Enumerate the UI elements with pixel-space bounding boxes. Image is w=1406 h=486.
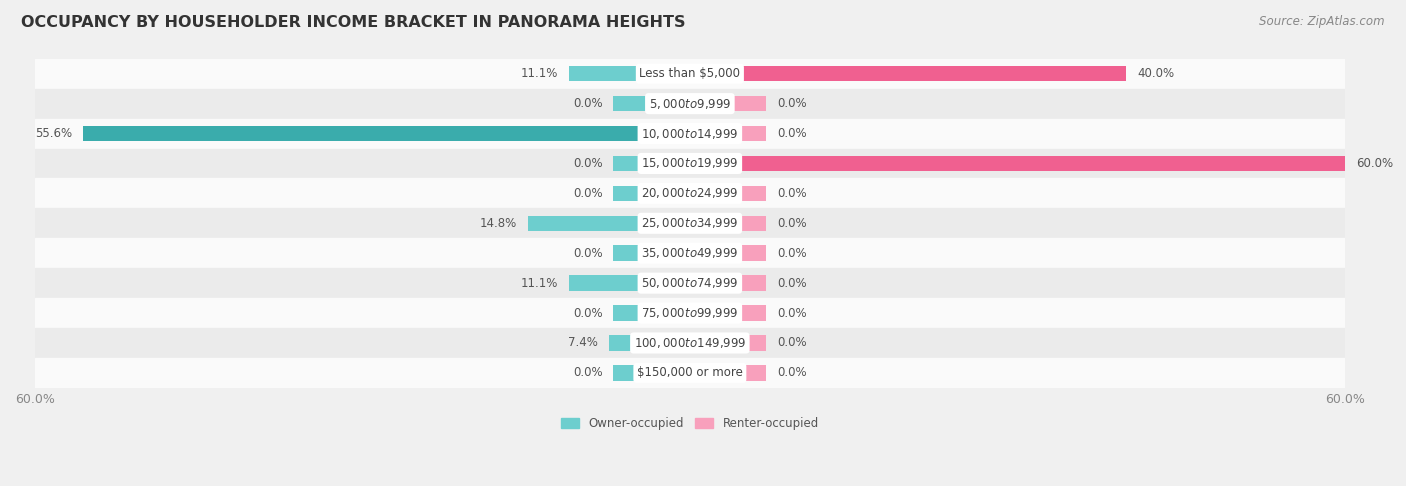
Bar: [35, 88, 1344, 119]
Text: OCCUPANCY BY HOUSEHOLDER INCOME BRACKET IN PANORAMA HEIGHTS: OCCUPANCY BY HOUSEHOLDER INCOME BRACKET …: [21, 15, 686, 30]
Text: 7.4%: 7.4%: [568, 336, 598, 349]
Bar: [690, 126, 766, 141]
Text: 40.0%: 40.0%: [1137, 67, 1174, 80]
Text: $10,000 to $14,999: $10,000 to $14,999: [641, 126, 738, 140]
Text: 11.1%: 11.1%: [520, 67, 558, 80]
Bar: [35, 119, 1344, 149]
Text: 0.0%: 0.0%: [778, 127, 807, 140]
Text: 0.0%: 0.0%: [778, 336, 807, 349]
Bar: [35, 178, 1344, 208]
Bar: [690, 156, 1344, 171]
Bar: [690, 96, 766, 111]
Text: Source: ZipAtlas.com: Source: ZipAtlas.com: [1260, 15, 1385, 28]
Bar: [35, 149, 1344, 178]
Bar: [35, 238, 1344, 268]
Bar: [529, 215, 690, 231]
Text: 0.0%: 0.0%: [778, 217, 807, 230]
Text: 0.0%: 0.0%: [778, 307, 807, 320]
Text: 0.0%: 0.0%: [572, 157, 603, 170]
Bar: [690, 186, 766, 201]
Bar: [35, 298, 1344, 328]
Text: Less than $5,000: Less than $5,000: [640, 67, 741, 80]
Bar: [690, 335, 766, 351]
Bar: [690, 305, 766, 321]
Bar: [613, 96, 690, 111]
Text: 0.0%: 0.0%: [572, 247, 603, 260]
Text: 55.6%: 55.6%: [35, 127, 72, 140]
Bar: [568, 276, 690, 291]
Bar: [35, 59, 1344, 88]
Text: 0.0%: 0.0%: [778, 366, 807, 380]
Text: $50,000 to $74,999: $50,000 to $74,999: [641, 276, 738, 290]
Text: 0.0%: 0.0%: [778, 277, 807, 290]
Bar: [609, 335, 690, 351]
Bar: [613, 186, 690, 201]
Text: 14.8%: 14.8%: [481, 217, 517, 230]
Bar: [613, 245, 690, 261]
Bar: [35, 328, 1344, 358]
Bar: [35, 268, 1344, 298]
Text: $25,000 to $34,999: $25,000 to $34,999: [641, 216, 738, 230]
Bar: [690, 66, 1126, 82]
Text: $100,000 to $149,999: $100,000 to $149,999: [634, 336, 747, 350]
Bar: [613, 305, 690, 321]
Text: $35,000 to $49,999: $35,000 to $49,999: [641, 246, 738, 260]
Bar: [35, 358, 1344, 388]
Bar: [690, 276, 766, 291]
Bar: [35, 208, 1344, 238]
Text: 0.0%: 0.0%: [778, 247, 807, 260]
Text: 0.0%: 0.0%: [778, 97, 807, 110]
Text: 60.0%: 60.0%: [1355, 157, 1393, 170]
Bar: [690, 365, 766, 381]
Text: $15,000 to $19,999: $15,000 to $19,999: [641, 156, 738, 171]
Legend: Owner-occupied, Renter-occupied: Owner-occupied, Renter-occupied: [557, 412, 824, 434]
Text: $5,000 to $9,999: $5,000 to $9,999: [648, 97, 731, 111]
Bar: [690, 215, 766, 231]
Bar: [613, 365, 690, 381]
Text: 0.0%: 0.0%: [572, 97, 603, 110]
Text: 0.0%: 0.0%: [572, 307, 603, 320]
Bar: [690, 245, 766, 261]
Text: $150,000 or more: $150,000 or more: [637, 366, 742, 380]
Text: 0.0%: 0.0%: [572, 366, 603, 380]
Text: 0.0%: 0.0%: [778, 187, 807, 200]
Text: 11.1%: 11.1%: [520, 277, 558, 290]
Bar: [83, 126, 690, 141]
Text: 0.0%: 0.0%: [572, 187, 603, 200]
Bar: [613, 156, 690, 171]
Text: $75,000 to $99,999: $75,000 to $99,999: [641, 306, 738, 320]
Bar: [568, 66, 690, 82]
Text: $20,000 to $24,999: $20,000 to $24,999: [641, 187, 738, 200]
